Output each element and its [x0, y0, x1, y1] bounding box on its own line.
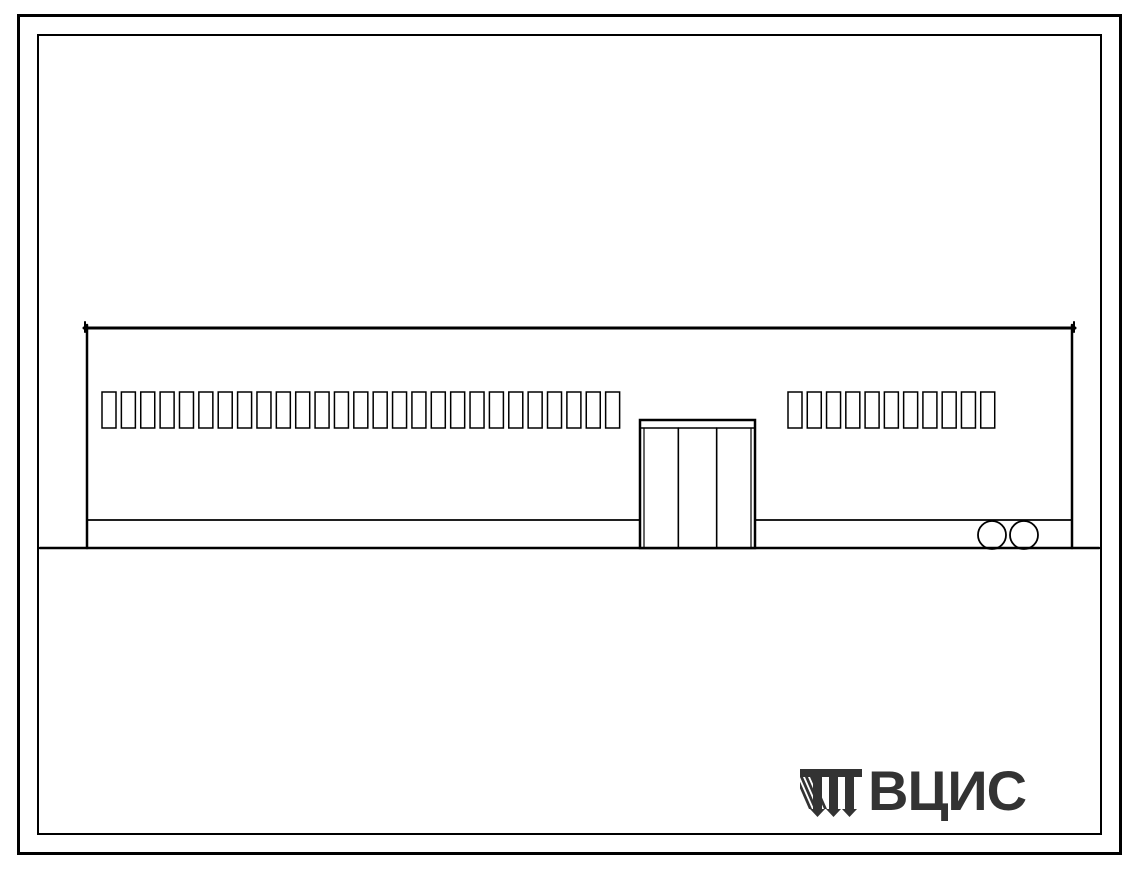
logo-text: ВЦИС [868, 758, 1026, 823]
inner-frame [37, 34, 1102, 835]
logo-icon [800, 763, 862, 819]
logo: ВЦИС [800, 758, 1026, 823]
